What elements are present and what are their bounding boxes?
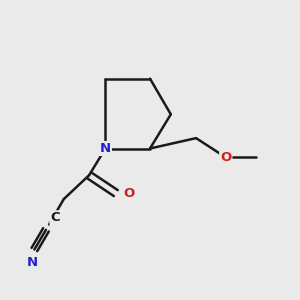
Text: N: N bbox=[27, 256, 38, 268]
Text: C: C bbox=[50, 211, 60, 224]
Text: O: O bbox=[220, 151, 231, 164]
Text: O: O bbox=[123, 187, 134, 200]
Text: N: N bbox=[100, 142, 111, 155]
